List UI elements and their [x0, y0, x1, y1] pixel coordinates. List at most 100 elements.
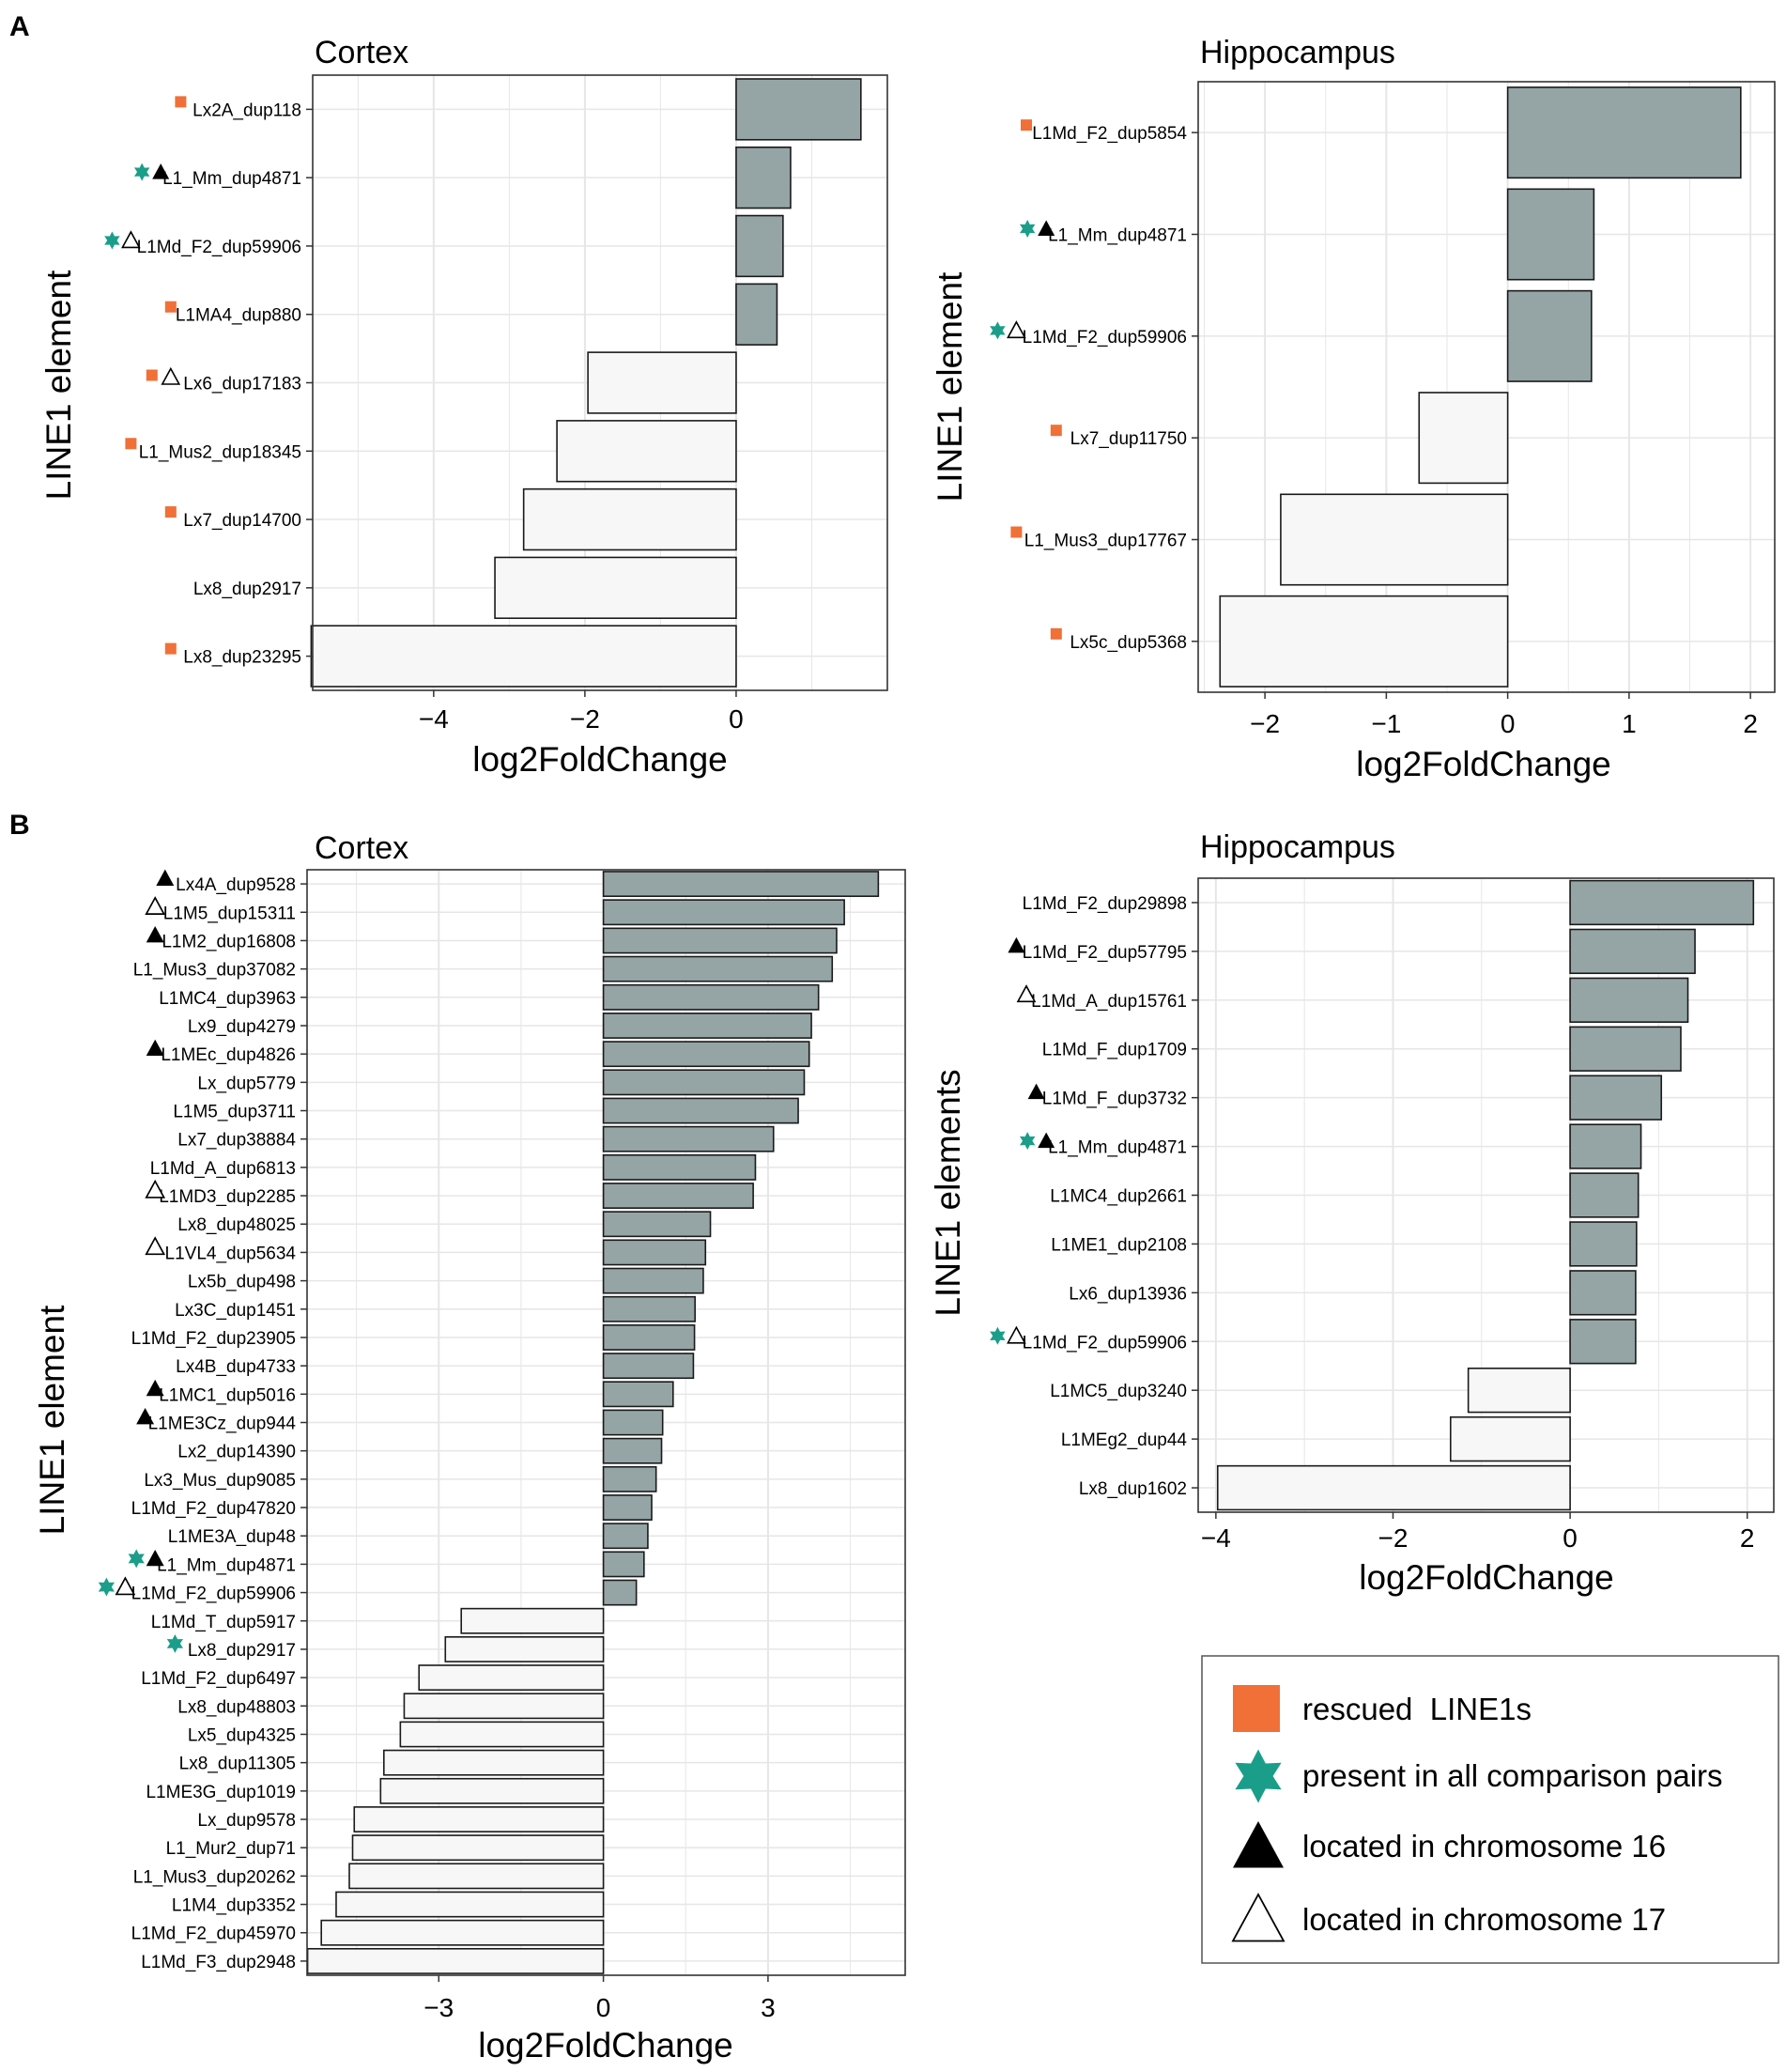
chart-title: Cortex: [315, 830, 408, 866]
chart-b-cortex: Lx4A_dup9528 L1M5_dup15311 L1M2_dup16808 L1…: [33, 830, 906, 2064]
category-label: L1M4_dup3352: [172, 1896, 296, 1916]
category-label: Lx5b_dup498: [188, 1273, 296, 1292]
bar-l1-mm-dup4871: [735, 146, 792, 209]
bar-l1md-f2-dup47820: [602, 1494, 653, 1521]
chart-title: Hippocampus: [1200, 829, 1395, 865]
teal-star-icon: [104, 231, 120, 250]
bar-l1md-f2-dup59906: [1569, 1319, 1637, 1365]
category-label: L1MC5_dup3240: [1050, 1382, 1187, 1401]
bar-l1md-f2-dup23905: [602, 1324, 696, 1351]
orange-square-icon: [146, 369, 158, 381]
bar-l1-mus2-dup18345: [556, 420, 737, 483]
bar-l1md-f2-dup59906: [602, 1579, 638, 1606]
x-axis-title: log2FoldChange: [472, 740, 728, 779]
bar-l1md-f2-dup29898: [1569, 879, 1755, 926]
bar-lx3-mus-dup9085: [602, 1465, 657, 1492]
x-tick-label: −2: [570, 704, 600, 734]
category-label: L1Md_F_dup3732: [1042, 1090, 1187, 1109]
category-label: L1Md_F_dup1709: [1042, 1041, 1187, 1060]
category-label: Lx8_dup48803: [177, 1697, 296, 1717]
category-label: Lx_dup5779: [197, 1074, 296, 1093]
bar-lx5b-dup498: [602, 1267, 704, 1294]
category-label: L1Md_F3_dup2948: [141, 1953, 296, 1972]
bar-l1mec-dup4826: [602, 1041, 810, 1068]
bar-l1-mm-dup4871: [1506, 188, 1595, 281]
filled-triangle-icon: [156, 869, 175, 886]
bar-l1-mus3-dup20262: [348, 1863, 605, 1890]
x-tick-label: 1: [1622, 709, 1637, 738]
orange-square-icon: [175, 96, 187, 108]
category-label: L1Md_F2_dup59906: [137, 238, 301, 257]
category-label: Lx9_dup4279: [188, 1017, 296, 1037]
legend-label-rescued: rescued LINE1s: [1302, 1692, 1532, 1726]
orange-square-icon: [1050, 627, 1062, 640]
category-label: L1Md_F2_dup29898: [1023, 894, 1187, 914]
x-tick-label: 0: [596, 1993, 611, 2022]
bar-l1md-f-dup3732: [1569, 1075, 1663, 1121]
orange-square-icon: [164, 301, 177, 313]
orange-square-icon: [164, 506, 177, 518]
x-tick-label: 3: [761, 1993, 776, 2022]
x-tick-label: 2: [1740, 1523, 1755, 1553]
category-label: Lx2_dup14390: [177, 1443, 296, 1462]
bar-lx8-dup2917: [494, 556, 737, 620]
bar-l1md-f2-dup5854: [1506, 86, 1742, 179]
category-label: Lx_dup9578: [197, 1811, 296, 1831]
bar-l1m4-dup3352: [335, 1891, 605, 1918]
bar-lx8-dup2917: [444, 1636, 605, 1662]
y-axis-title: LINE1 element: [931, 271, 969, 502]
x-tick-label: 0: [729, 704, 744, 734]
category-label: Lx6_dup17183: [183, 375, 301, 394]
chart-a-hippocampus: L1Md_F2_dup5854 L1_Mm_dup4871 L1Md_F2_dup5…: [931, 35, 1776, 783]
bar-lx9-dup4279: [602, 1013, 812, 1039]
category-label: L1MEc_dup4826: [161, 1045, 296, 1065]
legend-label-chr16: located in chromosome 16: [1302, 1829, 1666, 1863]
category-label: Lx7_dup38884: [177, 1131, 296, 1151]
bar-lx5c-dup5368: [1219, 595, 1509, 688]
legend-label-chr17: located in chromosome 17: [1302, 1902, 1666, 1937]
open-triangle-icon: [145, 896, 165, 915]
bar-l1mc5-dup3240: [1467, 1368, 1571, 1414]
bar-l1ma4-dup880: [735, 283, 778, 346]
x-axis-title: log2FoldChange: [1359, 1558, 1614, 1597]
chart-a-cortex: Lx2A_dup118 L1_Mm_dup4871 L1Md_F2_dup59906…: [39, 35, 888, 779]
teal-star-icon: [166, 1633, 184, 1653]
bar-l1md-a-dup6813: [602, 1153, 757, 1181]
legend-box: [1201, 1655, 1779, 1964]
category-label: Lx5_dup4325: [188, 1725, 296, 1745]
category-label: L1ME3Cz_dup944: [148, 1415, 297, 1434]
bar-lx4b-dup4733: [602, 1353, 695, 1380]
bar-l1md-f2-dup59906: [735, 214, 784, 278]
teal-star-icon: [1020, 1132, 1036, 1151]
chart-title: Hippocampus: [1200, 35, 1395, 70]
bar-l1me3a-dup48: [602, 1523, 649, 1550]
category-label: Lx6_dup13936: [1069, 1284, 1187, 1304]
bar-lx8-dup1602: [1216, 1464, 1571, 1511]
category-label: L1_Mm_dup4871: [157, 1555, 296, 1575]
bar-l1meg2-dup44: [1449, 1415, 1571, 1462]
bar-lx7-dup38884: [602, 1125, 775, 1152]
bar-l1md-f-dup1709: [1569, 1026, 1682, 1072]
x-axis-title: log2FoldChange: [478, 2026, 733, 2064]
y-axis-title: LINE1 elements: [929, 1069, 967, 1316]
bar-lx8-dup11305: [383, 1749, 605, 1776]
open-triangle-icon: [162, 367, 180, 385]
category-label: L1_Mm_dup4871: [1048, 226, 1187, 246]
teal-star-icon: [98, 1577, 115, 1597]
category-label: L1_Mm_dup4871: [162, 169, 301, 189]
category-label: L1Md_F2_dup59906: [1023, 328, 1187, 348]
category-label: L1Md_F2_dup59906: [131, 1585, 296, 1604]
category-label: L1MA4_dup880: [176, 306, 301, 326]
category-label: Lx8_dup1602: [1079, 1479, 1187, 1499]
teal-star-icon: [990, 321, 1006, 340]
bar-lx3c-dup1451: [602, 1295, 696, 1322]
category-label: L1_Mus3_dup17767: [1024, 532, 1187, 551]
category-label: L1Md_F2_dup59906: [1023, 1333, 1187, 1353]
panel-label-b: B: [9, 810, 30, 841]
orange-square-icon: [164, 642, 177, 655]
category-label: L1MD3_dup2285: [159, 1187, 296, 1207]
x-tick-label: −1: [1371, 709, 1401, 738]
legend-label-all-pairs: present in all comparison pairs: [1302, 1758, 1723, 1793]
category-label: Lx8_dup2917: [193, 580, 301, 599]
bar-l1-mur2-dup71: [351, 1834, 605, 1862]
